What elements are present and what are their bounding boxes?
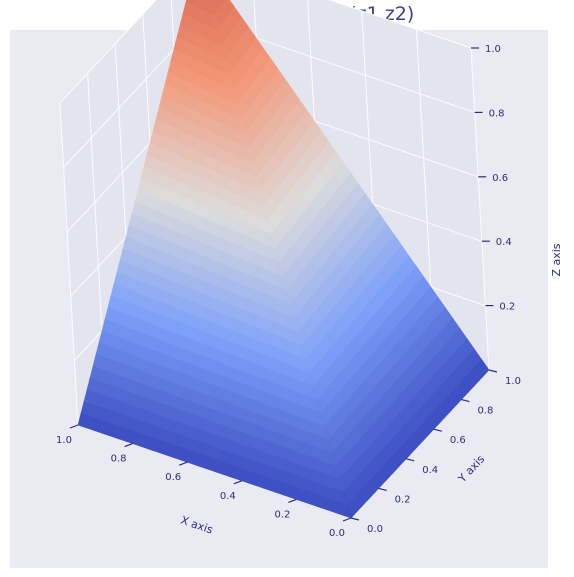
x-tick-label: 0.8 [111, 454, 127, 465]
x-tick-mark [124, 443, 133, 448]
z-tick-label: 0.8 [489, 108, 505, 119]
surface-patch [343, 504, 355, 519]
surface-layer [77, 0, 490, 519]
x-tick-label: 0.2 [274, 509, 290, 520]
y-tick-label: 0.4 [422, 465, 438, 476]
grid-line [59, 0, 157, 104]
y-tick-label: 0.6 [450, 435, 466, 446]
z-tick-label: 1.0 [485, 44, 501, 55]
x-tick-mark [288, 498, 297, 503]
x-tick-label: 0.6 [165, 472, 181, 483]
y-tick-label: 1.0 [505, 376, 521, 387]
y-axis-label: Y axis [455, 452, 487, 485]
y-tick-label: 0.2 [395, 494, 411, 505]
x-tick-label: 0.0 [329, 528, 345, 539]
x-tick-label: 0.4 [220, 491, 236, 502]
y-tick-label: 0.8 [477, 406, 493, 417]
y-tick-mark [461, 399, 470, 403]
y-tick-mark [350, 517, 360, 521]
y-tick-mark [433, 428, 442, 432]
x-tick-mark [178, 461, 188, 466]
grid-line [328, 0, 472, 49]
z-axis-label: Z axis [550, 243, 563, 276]
x-tick-label: 1.0 [56, 435, 72, 446]
axis-layer: 0.0 0.2 0.4 0.6 0.8 1.0 0.0 0.2 0.4 0.6 0.8 1.0 0.2 0… [56, 44, 521, 539]
x-tick-mark [69, 424, 79, 429]
x-axis-label: X axis [179, 514, 215, 537]
y-tick-mark [406, 458, 415, 462]
grid-line [59, 102, 79, 426]
y-tick-mark [488, 369, 498, 373]
grid-line [470, 47, 490, 371]
y-tick-label: 0.0 [367, 524, 383, 535]
z-tick-label: 0.4 [496, 237, 512, 248]
z-tick-label: 0.6 [492, 173, 508, 184]
x-tick-mark [233, 480, 243, 485]
z-tick-label: 0.2 [499, 302, 515, 313]
y-tick-mark [378, 487, 387, 491]
x-tick-mark [342, 517, 352, 522]
